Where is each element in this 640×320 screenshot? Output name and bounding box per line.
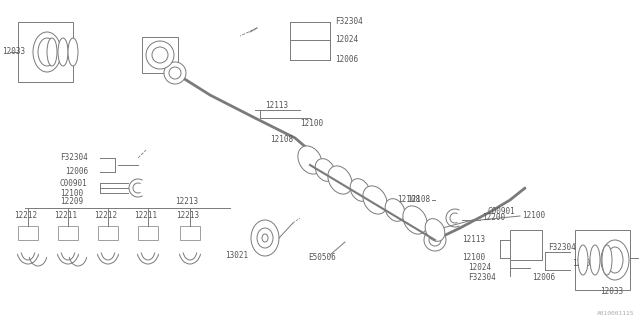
Bar	[98, 226, 118, 240]
Ellipse shape	[403, 206, 427, 234]
Bar	[142, 37, 178, 73]
Ellipse shape	[350, 179, 370, 201]
Text: F32304: F32304	[335, 18, 363, 27]
Bar	[18, 22, 73, 82]
Ellipse shape	[47, 38, 57, 66]
Ellipse shape	[363, 186, 387, 214]
Text: F32304: F32304	[60, 154, 88, 163]
Ellipse shape	[315, 159, 335, 181]
Text: 12211: 12211	[54, 212, 77, 220]
Text: 12006: 12006	[532, 274, 555, 283]
Ellipse shape	[33, 32, 61, 72]
Text: 12213: 12213	[176, 212, 199, 220]
Ellipse shape	[601, 240, 629, 280]
Text: 12113: 12113	[462, 236, 485, 244]
Text: 12024: 12024	[335, 36, 358, 44]
Text: 12212: 12212	[94, 212, 117, 220]
Text: 12100: 12100	[300, 118, 323, 127]
Text: 13021: 13021	[225, 251, 248, 260]
Text: 12212: 12212	[14, 212, 37, 220]
Text: E50506: E50506	[308, 253, 336, 262]
Bar	[575, 230, 630, 290]
Text: 12209: 12209	[60, 197, 83, 206]
Ellipse shape	[328, 166, 352, 194]
Text: F32304: F32304	[468, 274, 496, 283]
Ellipse shape	[251, 220, 279, 256]
Ellipse shape	[298, 146, 322, 174]
Text: 12211: 12211	[134, 212, 157, 220]
Text: 12108: 12108	[397, 196, 420, 204]
Ellipse shape	[385, 199, 405, 221]
Ellipse shape	[578, 245, 588, 275]
Bar	[58, 226, 78, 240]
Text: 12100: 12100	[522, 212, 545, 220]
Text: 12213: 12213	[175, 197, 198, 206]
Bar	[510, 230, 542, 260]
Text: 12033: 12033	[600, 287, 623, 297]
Text: 12006: 12006	[572, 259, 595, 268]
Ellipse shape	[424, 229, 446, 251]
Bar	[18, 226, 38, 240]
Text: 12200: 12200	[482, 213, 505, 222]
Text: 12108: 12108	[270, 135, 293, 145]
Ellipse shape	[58, 38, 68, 66]
Text: A010001115: A010001115	[596, 311, 634, 316]
Text: 12100: 12100	[60, 188, 83, 197]
Text: C00901: C00901	[60, 179, 88, 188]
Ellipse shape	[146, 41, 174, 69]
Bar	[138, 226, 158, 240]
Ellipse shape	[68, 38, 78, 66]
Text: 12100: 12100	[462, 253, 485, 262]
Text: 12024: 12024	[468, 263, 491, 273]
Bar	[180, 226, 200, 240]
Ellipse shape	[164, 62, 186, 84]
Text: C00901: C00901	[488, 207, 516, 217]
Text: 12033: 12033	[2, 47, 25, 57]
Text: 12113: 12113	[265, 101, 288, 110]
Ellipse shape	[590, 245, 600, 275]
Text: 12006: 12006	[335, 55, 358, 65]
Ellipse shape	[602, 245, 612, 275]
Text: 12006: 12006	[65, 167, 88, 177]
Text: F32304: F32304	[548, 244, 576, 252]
Text: 12108: 12108	[407, 196, 430, 204]
Ellipse shape	[425, 219, 445, 241]
